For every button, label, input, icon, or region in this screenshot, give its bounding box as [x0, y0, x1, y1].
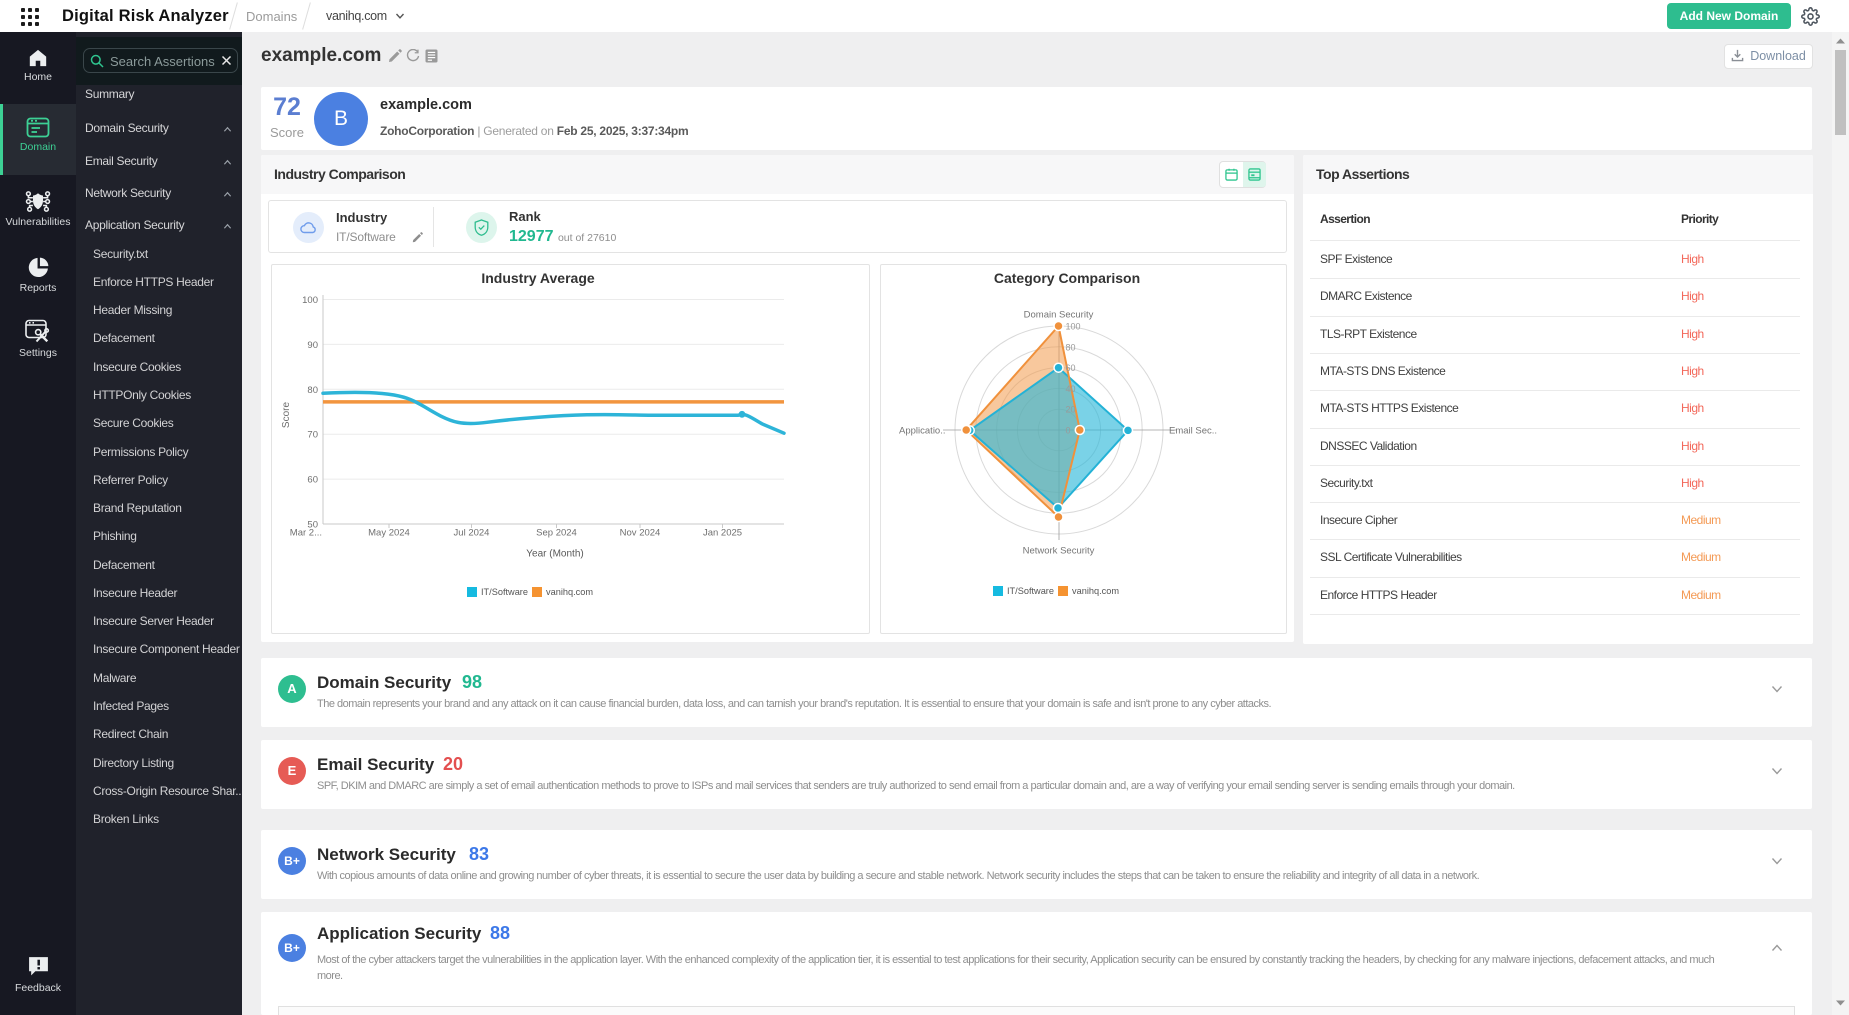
- svg-text:100: 100: [1066, 322, 1081, 332]
- svg-text:Network Security: Network Security: [1023, 546, 1095, 557]
- svg-text:90: 90: [307, 340, 318, 351]
- svg-text:20: 20: [1066, 405, 1076, 415]
- svg-text:Year (Month): Year (Month): [526, 549, 583, 560]
- svg-text:70: 70: [307, 430, 318, 441]
- svg-text:Email Sec..: Email Sec..: [1169, 426, 1217, 437]
- svg-text:40: 40: [1066, 384, 1076, 394]
- svg-text:vanihq.com: vanihq.com: [1072, 586, 1119, 596]
- svg-text:IT/Software: IT/Software: [1007, 586, 1054, 596]
- svg-text:vanihq.com: vanihq.com: [546, 587, 593, 597]
- svg-text:100: 100: [302, 295, 318, 306]
- svg-text:Sep 2024: Sep 2024: [536, 528, 577, 539]
- svg-text:Industry Average: Industry Average: [481, 270, 595, 286]
- svg-text:Category Comparison: Category Comparison: [994, 270, 1140, 286]
- svg-text:50: 50: [307, 519, 318, 530]
- svg-text:80: 80: [1066, 342, 1076, 352]
- svg-text:May 2024: May 2024: [368, 528, 410, 539]
- svg-text:60: 60: [307, 475, 318, 486]
- svg-text:Nov 2024: Nov 2024: [620, 528, 661, 539]
- svg-text:Mar 2...: Mar 2...: [290, 528, 322, 539]
- svg-text:60: 60: [1066, 363, 1076, 373]
- svg-text:Score: Score: [281, 402, 292, 429]
- svg-text:Jul 2024: Jul 2024: [454, 528, 490, 539]
- svg-text:Applicatio..: Applicatio..: [899, 426, 945, 437]
- svg-text:IT/Software: IT/Software: [481, 587, 528, 597]
- svg-text:0: 0: [1066, 426, 1071, 436]
- svg-text:Domain Security: Domain Security: [1024, 310, 1094, 321]
- svg-text:Jan 2025: Jan 2025: [703, 528, 742, 539]
- svg-text:80: 80: [307, 385, 318, 396]
